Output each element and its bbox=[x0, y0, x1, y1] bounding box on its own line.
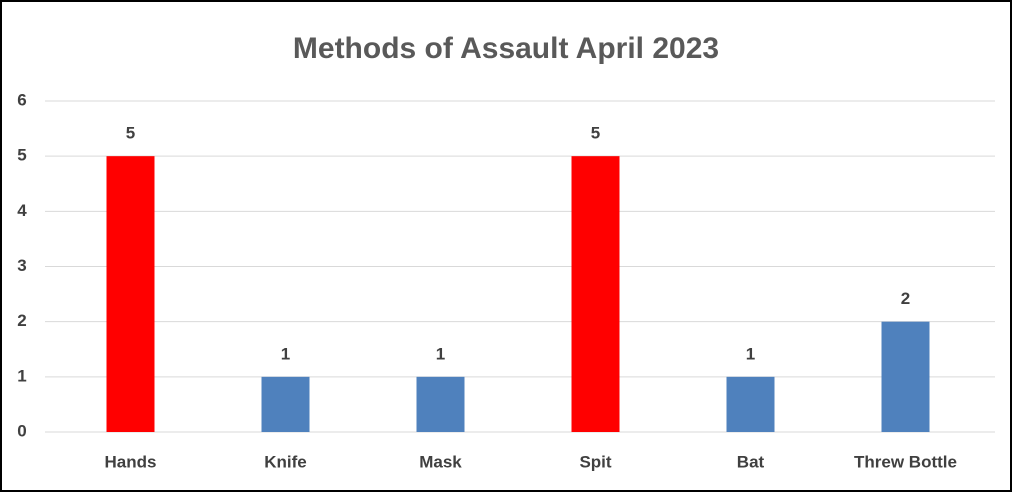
data-label: 1 bbox=[281, 344, 290, 363]
chart-title: Methods of Assault April 2023 bbox=[293, 32, 719, 65]
y-tick-label: 1 bbox=[17, 366, 26, 385]
x-tick-label: Spit bbox=[579, 452, 611, 471]
bar bbox=[261, 376, 310, 432]
x-tick-label: Hands bbox=[105, 452, 157, 471]
bar bbox=[726, 376, 775, 432]
x-tick-label: Mask bbox=[419, 452, 462, 471]
x-tick-label: Bat bbox=[737, 452, 765, 471]
y-tick-label: 3 bbox=[17, 256, 26, 275]
x-tick-label: Threw Bottle bbox=[854, 452, 957, 471]
bar bbox=[106, 156, 155, 432]
data-label: 5 bbox=[591, 124, 600, 143]
data-label: 1 bbox=[746, 344, 755, 363]
x-tick-label: Knife bbox=[264, 452, 307, 471]
data-label: 1 bbox=[436, 344, 445, 363]
y-tick-label: 6 bbox=[17, 90, 26, 109]
y-tick-label: 4 bbox=[17, 201, 27, 220]
bar bbox=[881, 321, 930, 432]
bar bbox=[416, 376, 465, 432]
data-label: 5 bbox=[126, 124, 135, 143]
y-tick-label: 2 bbox=[17, 311, 26, 330]
bar bbox=[571, 156, 620, 432]
data-label: 2 bbox=[901, 289, 910, 308]
y-tick-label: 5 bbox=[17, 146, 26, 165]
y-tick-label: 0 bbox=[17, 421, 26, 440]
